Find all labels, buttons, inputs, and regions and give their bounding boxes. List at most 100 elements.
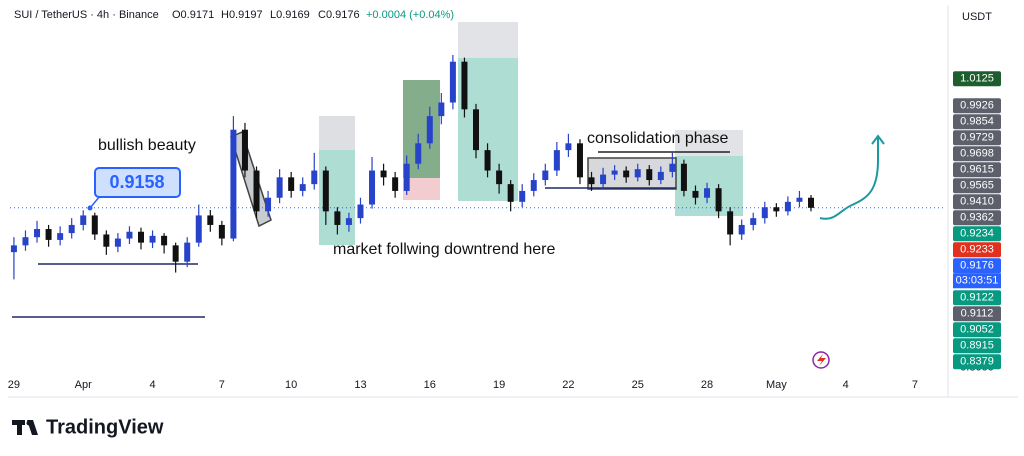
candle-body — [57, 233, 64, 240]
annotation: market follwing downtrend here — [333, 241, 555, 258]
candle-body — [484, 150, 491, 171]
ohlc-close: C0.9176 — [318, 9, 360, 21]
price-label-box — [953, 258, 1001, 274]
annotation: consolidation phase — [587, 130, 729, 147]
countdown-box — [953, 273, 1001, 289]
candle-body — [126, 231, 133, 239]
price-label-box — [953, 338, 1001, 354]
candle-body — [657, 171, 664, 181]
candle-body — [646, 169, 653, 181]
price-label-box — [953, 178, 1001, 194]
brand-logo — [12, 420, 38, 435]
candle-body — [345, 218, 352, 225]
candle-body — [195, 215, 202, 243]
projection-arrow — [819, 134, 885, 220]
candle-body — [311, 170, 318, 185]
x-tick-label: 25 — [632, 379, 644, 391]
candle-body — [80, 215, 87, 225]
price-label-box — [953, 242, 1001, 258]
x-tick-label: 4 — [843, 379, 849, 391]
candle-body — [461, 61, 468, 110]
price-label-box — [953, 226, 1001, 242]
candle-body — [576, 143, 583, 178]
annotation: bullish beauty — [98, 137, 196, 154]
candle-body — [68, 224, 75, 234]
candle-body — [299, 184, 306, 191]
candle-body — [415, 143, 422, 164]
x-tick-label: 28 — [701, 379, 713, 391]
candle-body — [704, 188, 711, 198]
x-tick-label: 4 — [149, 379, 155, 391]
callout-pointer — [89, 195, 101, 209]
symbol: SUI / TetherUS · 4h · Binance — [14, 9, 159, 21]
candle-body — [230, 129, 237, 239]
change: +0.0004 (+0.04%) — [366, 9, 454, 21]
candle-body — [369, 170, 376, 205]
candle-body — [565, 143, 572, 151]
candle-body — [357, 204, 364, 219]
candle-body — [715, 188, 722, 212]
candle-body — [103, 234, 110, 247]
icon — [817, 354, 826, 366]
x-tick-label: 29 — [8, 379, 20, 391]
candle-body — [253, 170, 260, 212]
candle-body — [322, 170, 329, 212]
candle-body — [91, 215, 98, 235]
price-label-box — [953, 130, 1001, 146]
candle-body — [623, 170, 630, 178]
candle-body — [265, 197, 272, 212]
candle-body — [114, 238, 121, 247]
callout-label: 0.9158 — [109, 172, 164, 192]
candle-body — [449, 61, 456, 103]
candle-body — [137, 231, 144, 243]
currency[interactable]: USDT — [962, 11, 992, 23]
candle-body — [611, 170, 618, 175]
candle-body — [669, 163, 676, 172]
price-label-box — [953, 290, 1001, 306]
candle-body — [392, 177, 399, 191]
price-label: 0.9854 — [960, 116, 994, 128]
candle-body — [10, 245, 17, 253]
candle-body — [34, 229, 41, 238]
candle-body — [727, 211, 734, 235]
candle-body — [438, 102, 445, 117]
callout-box — [94, 167, 181, 198]
candle-body — [149, 235, 156, 243]
price-label: 1.0125 — [960, 73, 994, 85]
candle-body — [588, 177, 595, 185]
candle-body — [773, 207, 780, 212]
price-label: 0.9176 — [960, 260, 994, 272]
candle-body — [403, 163, 410, 191]
candle-body — [184, 242, 191, 262]
x-tick-label: 7 — [912, 379, 918, 391]
candle-body — [507, 184, 514, 202]
price-label: 0.9565 — [960, 180, 994, 192]
price-label-box — [953, 71, 1001, 87]
price-label: 0.9698 — [960, 148, 994, 160]
candle-body — [276, 177, 283, 198]
candle-body — [807, 197, 814, 208]
candle-body — [542, 170, 549, 181]
candle-body — [241, 129, 248, 171]
price-label: 0.9122 — [960, 292, 994, 304]
price-label: 0.8379 — [960, 356, 994, 368]
price-label-box — [953, 210, 1001, 226]
icon[interactable] — [812, 351, 830, 369]
x-tick-label: Apr — [75, 379, 92, 391]
price-label-box — [953, 146, 1001, 162]
candle-body — [472, 109, 479, 151]
candle-body — [634, 169, 641, 178]
price-label: 0.9233 — [960, 244, 994, 256]
candle-body — [172, 245, 179, 262]
candle-body — [334, 211, 341, 225]
candle-body — [380, 170, 387, 178]
price-label: 0.9729 — [960, 132, 994, 144]
x-tick-label: 22 — [562, 379, 574, 391]
candle-body — [218, 224, 225, 239]
brand[interactable]: TradingView — [46, 416, 164, 438]
candle-body — [796, 197, 803, 202]
candle-body — [738, 224, 745, 235]
candle-body — [519, 190, 526, 202]
candle-body — [692, 190, 699, 198]
price-label: 0.9410 — [960, 196, 994, 208]
